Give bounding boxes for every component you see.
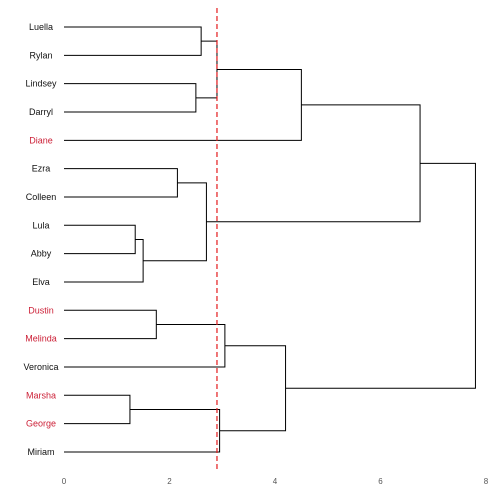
x-tick-label: 0: [62, 477, 67, 486]
leaf-label: Colleen: [26, 192, 57, 202]
merge-branch: [195, 40, 218, 99]
merge-branch: [143, 182, 207, 262]
leaf-label: George: [26, 419, 56, 429]
x-axis-ticks: 0 2 4 6 8: [62, 477, 489, 486]
merge-branch: [64, 224, 136, 255]
merge-branch: [64, 238, 144, 283]
leaf-label: Elva: [32, 277, 50, 287]
leaf-label: Lula: [32, 220, 49, 230]
merge-branch: [64, 309, 157, 340]
branches: [64, 26, 476, 453]
leaf-labels: Luella Rylan Lindsey Darryl Diane Ezra Colleen…: [23, 22, 58, 457]
merge-branch: [64, 83, 197, 113]
x-tick-label: 4: [273, 477, 278, 486]
merge-branch: [64, 323, 226, 368]
leaf-label: Melinda: [25, 334, 57, 344]
leaf-label: Luella: [29, 22, 53, 32]
leaf-label: Dustin: [28, 305, 54, 315]
merge-branch: [64, 26, 202, 56]
x-tick-label: 6: [378, 477, 383, 486]
x-tick-label: 2: [167, 477, 172, 486]
leaf-label: Miriam: [28, 447, 55, 457]
merge-branch: [219, 345, 287, 432]
merge-branch: [64, 168, 178, 198]
leaf-label: Veronica: [23, 362, 58, 372]
leaf-label: Rylan: [29, 50, 52, 60]
leaf-label: Diane: [29, 135, 53, 145]
leaf-label: Darryl: [29, 107, 53, 117]
merge-branch: [64, 408, 221, 453]
merge-branch: [285, 162, 476, 389]
merge-branch: [206, 104, 421, 223]
merge-branch: [64, 68, 302, 141]
leaf-label: Marsha: [26, 390, 56, 400]
leaf-label: Lindsey: [25, 79, 57, 89]
leaf-label: Ezra: [32, 164, 51, 174]
leaf-label: Abby: [31, 249, 52, 259]
merge-branch: [64, 394, 131, 425]
x-tick-label: 8: [484, 477, 489, 486]
